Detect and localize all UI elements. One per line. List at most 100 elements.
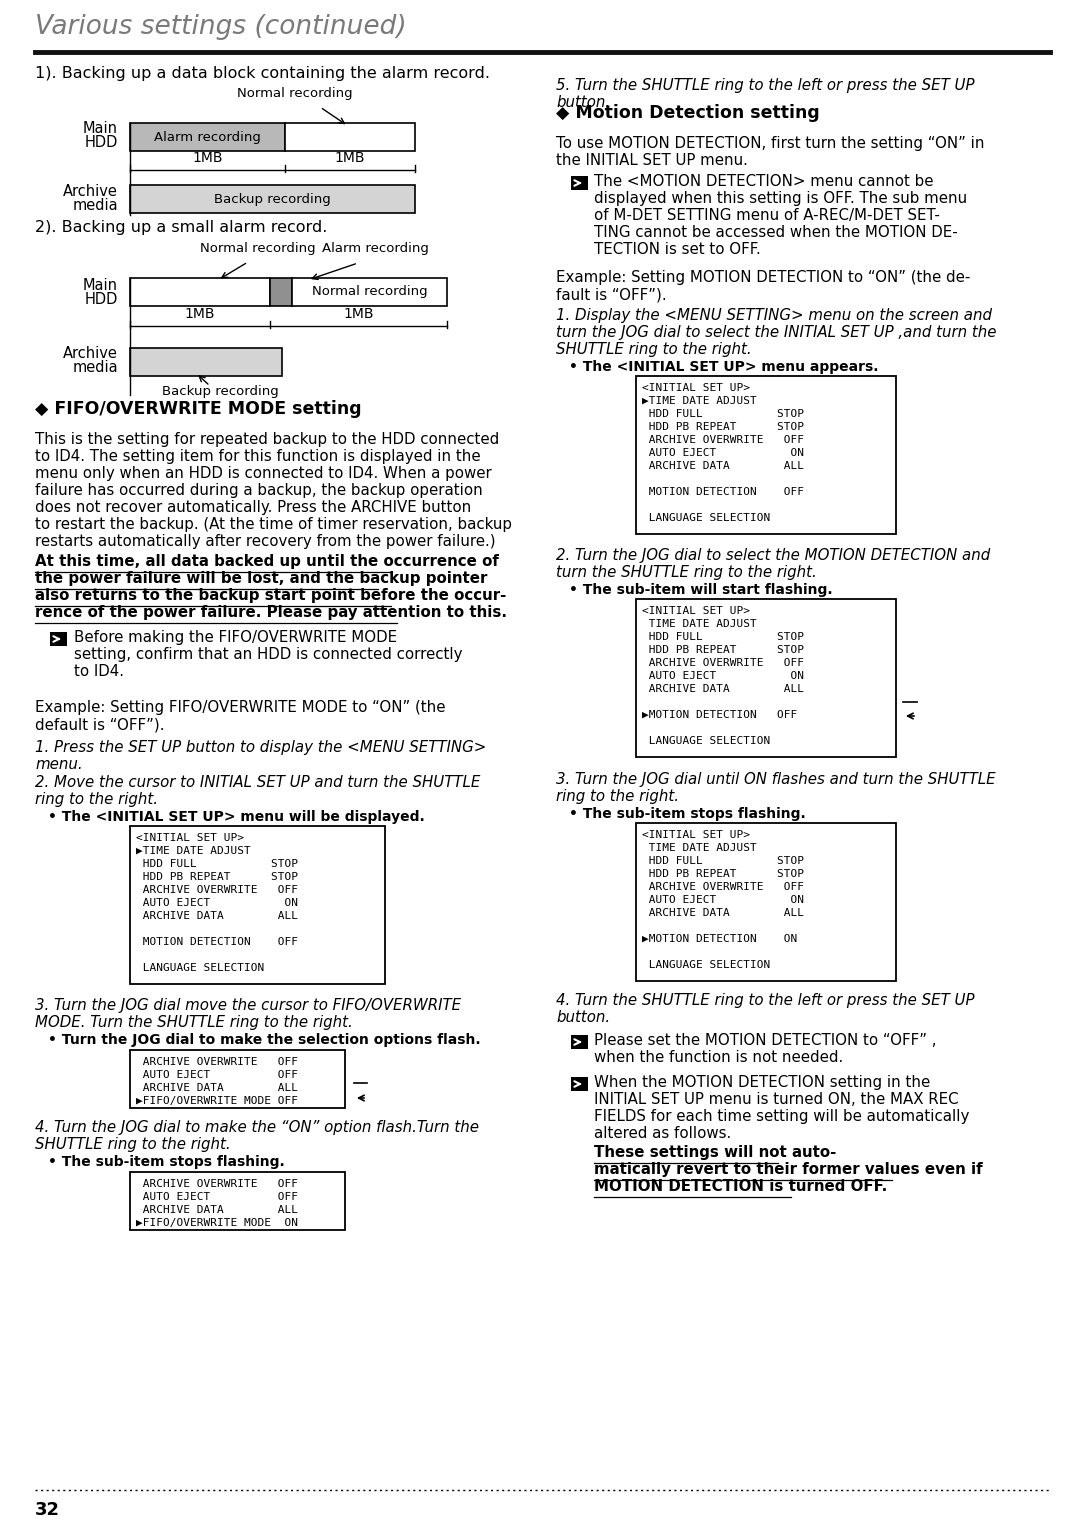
Text: At this time, all data backed up until the occurrence of: At this time, all data backed up until t… bbox=[35, 555, 499, 568]
Bar bbox=[636, 599, 896, 756]
Text: Normal recording: Normal recording bbox=[238, 87, 353, 99]
Text: Please set the MOTION DETECTION to “OFF” ,: Please set the MOTION DETECTION to “OFF”… bbox=[594, 1033, 936, 1048]
Text: Normal recording: Normal recording bbox=[200, 241, 315, 255]
Bar bbox=[571, 176, 588, 189]
Text: ARCHIVE DATA        ALL: ARCHIVE DATA ALL bbox=[642, 461, 804, 471]
Text: button.: button. bbox=[556, 95, 610, 110]
Text: ▶FIFO/OVERWRITE MODE OFF: ▶FIFO/OVERWRITE MODE OFF bbox=[136, 1096, 298, 1106]
Text: To use MOTION DETECTION, first turn the setting “ON” in: To use MOTION DETECTION, first turn the … bbox=[556, 136, 985, 151]
Text: MODE. Turn the SHUTTLE ring to the right.: MODE. Turn the SHUTTLE ring to the right… bbox=[35, 1015, 353, 1030]
Text: fault is “OFF”).: fault is “OFF”). bbox=[556, 287, 666, 303]
Text: turn the SHUTTLE ring to the right.: turn the SHUTTLE ring to the right. bbox=[556, 565, 816, 581]
Text: AUTO EJECT          OFF: AUTO EJECT OFF bbox=[136, 1070, 298, 1080]
Bar bbox=[285, 122, 415, 151]
Text: <INITIAL SET UP>: <INITIAL SET UP> bbox=[642, 607, 750, 616]
Text: ARCHIVE DATA        ALL: ARCHIVE DATA ALL bbox=[136, 1206, 298, 1215]
Text: ring to the right.: ring to the right. bbox=[556, 788, 679, 804]
Text: Archive: Archive bbox=[63, 183, 118, 199]
Text: Normal recording: Normal recording bbox=[312, 286, 428, 298]
Text: ▶TIME DATE ADJUST: ▶TIME DATE ADJUST bbox=[136, 847, 251, 856]
Text: LANGUAGE SELECTION: LANGUAGE SELECTION bbox=[642, 736, 770, 746]
Bar bbox=[270, 278, 292, 306]
Text: turn the JOG dial to select the INITIAL SET UP ,and turn the: turn the JOG dial to select the INITIAL … bbox=[556, 325, 997, 341]
Text: TECTION is set to OFF.: TECTION is set to OFF. bbox=[594, 241, 760, 257]
Text: 1MB: 1MB bbox=[185, 307, 215, 321]
Bar bbox=[636, 376, 896, 533]
Text: ARCHIVE DATA        ALL: ARCHIVE DATA ALL bbox=[136, 1083, 298, 1093]
Text: ARCHIVE OVERWRITE   OFF: ARCHIVE OVERWRITE OFF bbox=[136, 885, 298, 895]
Text: 32: 32 bbox=[35, 1500, 60, 1519]
Text: When the MOTION DETECTION setting in the: When the MOTION DETECTION setting in the bbox=[594, 1076, 930, 1089]
Text: the INITIAL SET UP menu.: the INITIAL SET UP menu. bbox=[556, 153, 747, 168]
Text: • The sub-item will start flashing.: • The sub-item will start flashing. bbox=[569, 584, 833, 597]
Text: 1MB: 1MB bbox=[192, 151, 222, 165]
Text: ARCHIVE OVERWRITE   OFF: ARCHIVE OVERWRITE OFF bbox=[642, 882, 804, 892]
Text: HDD: HDD bbox=[84, 134, 118, 150]
Bar bbox=[636, 824, 896, 981]
Text: of M-DET SETTING menu of A-REC/M-DET SET-: of M-DET SETTING menu of A-REC/M-DET SET… bbox=[594, 208, 940, 223]
Text: 2. Move the cursor to INITIAL SET UP and turn the SHUTTLE: 2. Move the cursor to INITIAL SET UP and… bbox=[35, 775, 481, 790]
Text: 1MB: 1MB bbox=[335, 151, 365, 165]
Text: AUTO EJECT           ON: AUTO EJECT ON bbox=[136, 898, 298, 908]
Text: 1. Display the <MENU SETTING> menu on the screen and: 1. Display the <MENU SETTING> menu on th… bbox=[556, 309, 993, 322]
Text: ▶FIFO/OVERWRITE MODE  ON: ▶FIFO/OVERWRITE MODE ON bbox=[136, 1218, 298, 1229]
Bar bbox=[130, 1050, 345, 1108]
Text: HDD PB REPEAT      STOP: HDD PB REPEAT STOP bbox=[642, 869, 804, 879]
Text: 1). Backing up a data block containing the alarm record.: 1). Backing up a data block containing t… bbox=[35, 66, 490, 81]
Text: <INITIAL SET UP>: <INITIAL SET UP> bbox=[136, 833, 244, 843]
Text: ARCHIVE OVERWRITE   OFF: ARCHIVE OVERWRITE OFF bbox=[642, 659, 804, 668]
Text: HDD FULL           STOP: HDD FULL STOP bbox=[642, 410, 804, 419]
Text: 2). Backing up a small alarm record.: 2). Backing up a small alarm record. bbox=[35, 220, 327, 235]
Text: • The sub-item stops flashing.: • The sub-item stops flashing. bbox=[569, 807, 806, 821]
Text: restarts automatically after recovery from the power failure.): restarts automatically after recovery fr… bbox=[35, 533, 496, 549]
Text: ▶MOTION DETECTION   OFF: ▶MOTION DETECTION OFF bbox=[642, 711, 797, 720]
Text: matically revert to their former values even if: matically revert to their former values … bbox=[594, 1161, 983, 1177]
Text: ◆ FIFO/OVERWRITE MODE setting: ◆ FIFO/OVERWRITE MODE setting bbox=[35, 400, 362, 419]
Text: ARCHIVE DATA        ALL: ARCHIVE DATA ALL bbox=[642, 908, 804, 918]
Text: Example: Setting MOTION DETECTION to “ON” (the de-: Example: Setting MOTION DETECTION to “ON… bbox=[556, 270, 970, 286]
Text: media: media bbox=[72, 199, 118, 212]
Bar bbox=[130, 1172, 345, 1230]
Text: TIME DATE ADJUST: TIME DATE ADJUST bbox=[642, 843, 757, 853]
Text: menu only when an HDD is connected to ID4. When a power: menu only when an HDD is connected to ID… bbox=[35, 466, 491, 481]
Bar bbox=[130, 185, 415, 212]
Text: AUTO EJECT          OFF: AUTO EJECT OFF bbox=[136, 1192, 298, 1203]
Text: Main: Main bbox=[83, 278, 118, 293]
Bar bbox=[130, 348, 282, 376]
Text: altered as follows.: altered as follows. bbox=[594, 1126, 731, 1141]
Text: ARCHIVE DATA        ALL: ARCHIVE DATA ALL bbox=[136, 911, 298, 921]
Text: Example: Setting FIFO/OVERWRITE MODE to “ON” (the: Example: Setting FIFO/OVERWRITE MODE to … bbox=[35, 700, 446, 715]
Bar bbox=[292, 278, 447, 306]
Text: also returns to the backup start point before the occur-: also returns to the backup start point b… bbox=[35, 588, 507, 604]
Text: Backup recording: Backup recording bbox=[214, 193, 330, 205]
Text: 3. Turn the JOG dial until ON flashes and turn the SHUTTLE: 3. Turn the JOG dial until ON flashes an… bbox=[556, 772, 996, 787]
Text: ARCHIVE DATA        ALL: ARCHIVE DATA ALL bbox=[642, 685, 804, 694]
Text: HDD FULL           STOP: HDD FULL STOP bbox=[136, 859, 298, 869]
Text: • The sub-item stops flashing.: • The sub-item stops flashing. bbox=[48, 1155, 285, 1169]
Text: These settings will not auto-: These settings will not auto- bbox=[594, 1144, 836, 1160]
Text: MOTION DETECTION    OFF: MOTION DETECTION OFF bbox=[642, 487, 804, 497]
Text: 4. Turn the SHUTTLE ring to the left or press the SET UP: 4. Turn the SHUTTLE ring to the left or … bbox=[556, 993, 974, 1008]
Text: SHUTTLE ring to the right.: SHUTTLE ring to the right. bbox=[35, 1137, 231, 1152]
Text: This is the setting for repeated backup to the HDD connected: This is the setting for repeated backup … bbox=[35, 432, 499, 448]
Text: to ID4.: to ID4. bbox=[75, 665, 124, 678]
Text: • Turn the JOG dial to make the selection options flash.: • Turn the JOG dial to make the selectio… bbox=[48, 1033, 481, 1047]
Text: LANGUAGE SELECTION: LANGUAGE SELECTION bbox=[642, 960, 770, 970]
Text: Main: Main bbox=[83, 121, 118, 136]
Text: does not recover automatically. Press the ARCHIVE button: does not recover automatically. Press th… bbox=[35, 500, 471, 515]
Text: when the function is not needed.: when the function is not needed. bbox=[594, 1050, 843, 1065]
Text: media: media bbox=[72, 361, 118, 374]
Text: TING cannot be accessed when the MOTION DE-: TING cannot be accessed when the MOTION … bbox=[594, 225, 958, 240]
Text: <INITIAL SET UP>: <INITIAL SET UP> bbox=[642, 830, 750, 840]
Text: HDD PB REPEAT      STOP: HDD PB REPEAT STOP bbox=[136, 872, 298, 882]
Bar bbox=[130, 122, 285, 151]
Text: 5. Turn the SHUTTLE ring to the left or press the SET UP: 5. Turn the SHUTTLE ring to the left or … bbox=[556, 78, 974, 93]
Text: 1MB: 1MB bbox=[343, 307, 374, 321]
Text: Before making the FIFO/OVERWRITE MODE: Before making the FIFO/OVERWRITE MODE bbox=[75, 630, 397, 645]
Text: HDD FULL           STOP: HDD FULL STOP bbox=[642, 633, 804, 642]
Text: setting, confirm that an HDD is connected correctly: setting, confirm that an HDD is connecte… bbox=[75, 646, 462, 662]
Text: AUTO EJECT           ON: AUTO EJECT ON bbox=[642, 895, 804, 905]
Text: to restart the backup. (At the time of timer reservation, backup: to restart the backup. (At the time of t… bbox=[35, 516, 512, 532]
Text: FIELDS for each time setting will be automatically: FIELDS for each time setting will be aut… bbox=[594, 1109, 970, 1125]
Text: SHUTTLE ring to the right.: SHUTTLE ring to the right. bbox=[556, 342, 752, 358]
